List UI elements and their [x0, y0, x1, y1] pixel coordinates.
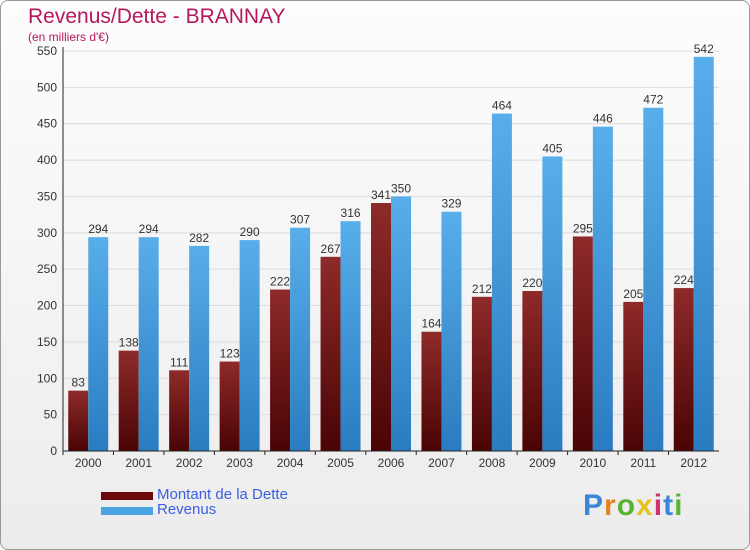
y-tick-label: 450	[37, 117, 57, 131]
bar-dette	[623, 301, 644, 451]
bar-revenus	[189, 245, 210, 451]
x-tick-label: 2002	[176, 456, 203, 470]
bar-revenus	[239, 240, 260, 451]
x-tick-label: 2003	[226, 456, 253, 470]
data-label: 282	[189, 231, 209, 245]
data-label: 220	[522, 276, 542, 290]
x-tick-label: 2010	[579, 456, 606, 470]
logo-letter: i	[653, 489, 664, 522]
bar-revenus	[290, 227, 311, 451]
logo-letter: x	[636, 489, 654, 522]
y-tick-label: 250	[37, 262, 57, 276]
legend-label-revenus: Revenus	[157, 501, 217, 518]
legend-label-dette: Montant de la Dette	[157, 486, 288, 503]
bar-dette	[320, 256, 341, 451]
chart-title: Revenus/Dette - BRANNAY	[28, 5, 286, 28]
bar-dette	[219, 361, 240, 451]
data-label: 307	[290, 213, 310, 227]
y-tick-label: 400	[37, 153, 57, 167]
x-tick-label: 2008	[479, 456, 506, 470]
data-label: 224	[674, 273, 694, 287]
logo-letter: P	[583, 489, 605, 522]
bar-dette	[673, 288, 694, 451]
data-label: 316	[341, 206, 361, 220]
x-tick-label: 2009	[529, 456, 556, 470]
data-label: 464	[492, 99, 512, 113]
data-label: 341	[371, 188, 391, 202]
bar-revenus	[542, 156, 563, 452]
y-tick-label: 50	[44, 408, 58, 422]
y-tick-label: 150	[37, 335, 57, 349]
bar-dette	[68, 390, 89, 451]
bar-revenus	[592, 126, 613, 452]
y-tick-label: 200	[37, 299, 57, 313]
data-label: 222	[270, 275, 290, 289]
bar-dette	[471, 296, 492, 451]
bar-dette	[371, 203, 391, 451]
data-label: 329	[441, 197, 461, 211]
x-tick-label: 2006	[378, 456, 405, 470]
bar-dette	[421, 331, 442, 451]
data-label: 138	[119, 336, 139, 350]
bar-dette	[270, 289, 291, 451]
data-label: 294	[88, 222, 108, 236]
x-tick-label: 2004	[277, 456, 304, 470]
bar-revenus	[441, 211, 462, 451]
logo-letter: o	[616, 489, 637, 522]
bar-dette	[169, 370, 190, 451]
bar-revenus	[491, 113, 512, 451]
y-tick-label: 0	[50, 444, 57, 458]
data-label: 111	[170, 355, 189, 369]
data-label: 295	[573, 221, 593, 235]
data-label: 472	[643, 93, 663, 107]
x-tick-label: 2007	[428, 456, 455, 470]
y-tick-label: 500	[37, 80, 57, 94]
data-label: 83	[72, 376, 86, 390]
y-tick-label: 100	[37, 371, 57, 385]
bar-dette	[118, 350, 139, 451]
data-label: 350	[391, 181, 411, 195]
bar-dette	[572, 236, 593, 451]
bar-revenus	[693, 56, 714, 452]
legend-swatch-dette	[101, 492, 153, 500]
logo-letter: t	[663, 489, 675, 522]
bar-revenus	[88, 237, 109, 451]
data-label: 405	[542, 141, 562, 155]
y-tick-label: 350	[37, 189, 57, 203]
chart-subtitle: (en milliers d'€)	[28, 30, 109, 44]
logo-letter: r	[604, 489, 617, 522]
data-label: 267	[321, 242, 341, 256]
data-label: 294	[139, 222, 159, 236]
logo-letter: i	[674, 489, 684, 522]
y-tick-label: 300	[37, 226, 57, 240]
data-label: 446	[593, 112, 613, 126]
y-tick-label: 550	[37, 44, 57, 58]
bar-revenus	[138, 237, 159, 451]
bar-revenus	[643, 107, 664, 452]
data-label: 164	[421, 317, 441, 331]
x-tick-label: 2012	[680, 456, 707, 470]
bar-dette	[522, 291, 543, 451]
data-label: 205	[623, 287, 643, 301]
legend-swatch-revenus	[101, 507, 153, 515]
x-tick-label: 2005	[327, 456, 354, 470]
bar-revenus	[340, 221, 361, 451]
x-tick-label: 2001	[125, 456, 152, 470]
data-label: 212	[472, 282, 492, 296]
proxiti-logo: Proxiti	[583, 489, 683, 523]
bar-revenus	[391, 196, 411, 451]
data-label: 542	[694, 42, 714, 56]
x-tick-label: 2011	[630, 456, 656, 470]
x-tick-label: 2000	[75, 456, 102, 470]
data-label: 290	[240, 225, 260, 239]
data-label: 123	[220, 347, 240, 361]
